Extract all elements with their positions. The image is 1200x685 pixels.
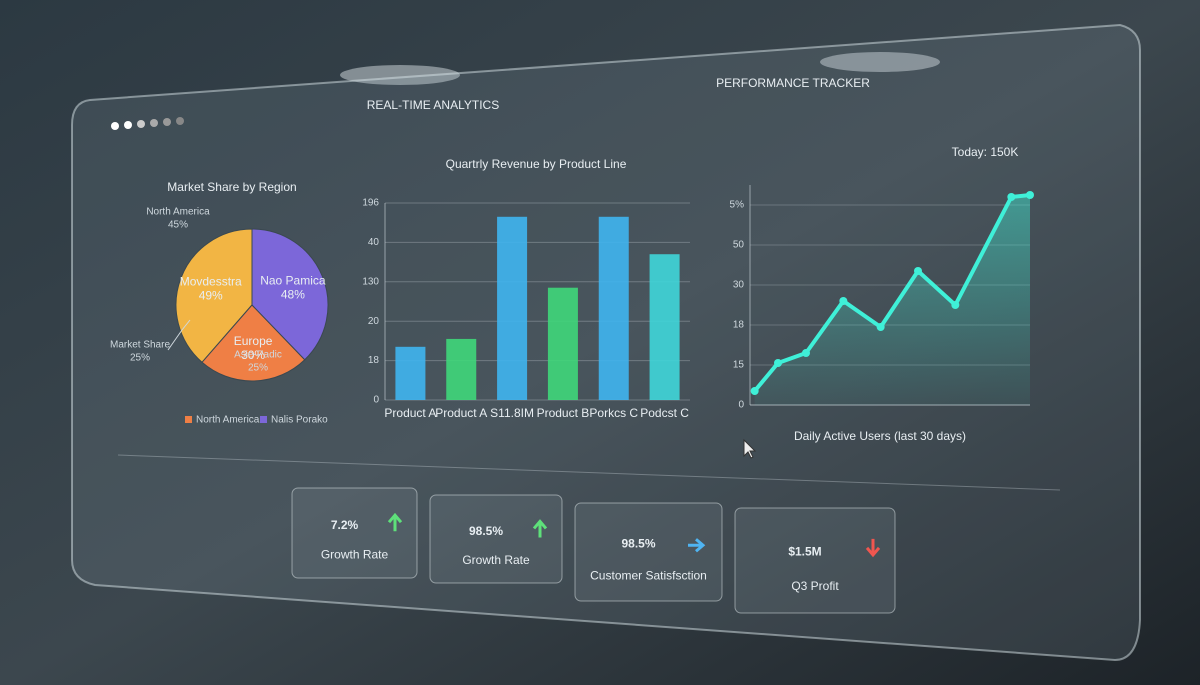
bar — [598, 216, 629, 400]
pie-slice — [201, 304, 306, 382]
slice-value: 30% — [241, 348, 265, 362]
header-right: PERFORMANCE TRACKER — [716, 76, 870, 90]
y-tick-label: 18 — [733, 320, 745, 331]
x-tick-label: Porkcs C — [589, 406, 638, 420]
kpi-card — [429, 494, 563, 584]
pie-annotation: 25% — [248, 363, 268, 374]
x-tick-label: Product A — [384, 406, 436, 420]
pie-annotation: North America — [146, 207, 210, 218]
kpi-value: 7.2% — [331, 518, 359, 532]
y-tick-label: 30 — [733, 280, 745, 291]
ceiling-light — [820, 52, 940, 72]
y-tick-label: 20 — [368, 316, 380, 327]
line-point — [774, 359, 782, 367]
kpi-value: $1.5M — [788, 544, 821, 558]
kpi-value: 98.5% — [621, 536, 655, 550]
pie-annotation: Market Share — [110, 340, 170, 351]
slice-value: 49% — [199, 289, 223, 303]
slice-label: Movdesstra — [180, 275, 242, 289]
kpi-trend-arrow — [387, 512, 403, 532]
line-point — [876, 323, 885, 331]
line-annotation: Today: 150K — [952, 145, 1019, 159]
legend-label: Nalis Porako — [271, 415, 328, 426]
line-point — [802, 349, 810, 357]
pie-slice — [251, 228, 329, 361]
divider — [117, 454, 1061, 491]
kpi-trend-arrow — [532, 519, 548, 538]
bar — [395, 346, 426, 400]
kpi-label: Growth Rate — [462, 553, 530, 567]
y-tick-label: 15 — [733, 360, 745, 371]
header-left: REAL-TIME ANALYTICS — [367, 98, 499, 112]
chart-title: Market Share by Region — [167, 180, 296, 194]
line-point — [914, 267, 922, 275]
pie-annotation: 25% — [130, 353, 150, 364]
window-dots — [111, 117, 184, 130]
y-tick-label: 0 — [373, 395, 379, 406]
kpi-label: Growth Rate — [321, 548, 389, 562]
line-point — [951, 301, 960, 309]
y-tick-label: 5% — [730, 200, 745, 211]
pie-annotation: Asie-Padic — [234, 350, 282, 361]
y-tick-label: 18 — [368, 355, 380, 366]
y-tick-label: 0 — [738, 400, 744, 411]
line-point — [1026, 191, 1034, 199]
kpi-card — [574, 502, 723, 602]
pie-slice — [175, 228, 253, 363]
chart-title: Quartrly Revenue by Product Line — [446, 157, 627, 171]
bar — [497, 216, 528, 400]
legend-swatch — [260, 416, 267, 423]
kpi-card — [734, 507, 896, 614]
x-tick-label: Product A — [435, 406, 487, 420]
cursor — [743, 438, 757, 459]
y-tick-label: 130 — [362, 276, 379, 287]
kpi-trend-arrow — [688, 538, 706, 553]
bar — [649, 254, 680, 400]
line-point — [750, 387, 759, 395]
legend-label: North America — [196, 415, 260, 426]
kpi-label: Q3 Profit — [791, 579, 839, 593]
kpi-value: 98.5% — [469, 524, 503, 538]
line-point — [1007, 193, 1016, 201]
slice-label: Europe — [234, 334, 273, 348]
kpi-label: Customer Satisfsction — [590, 569, 707, 583]
y-tick-label: 196 — [362, 198, 379, 209]
y-tick-label: 50 — [733, 240, 745, 251]
line-point — [839, 297, 848, 305]
annotation-leader — [167, 319, 191, 351]
kpi-card — [291, 487, 418, 579]
bar — [547, 287, 578, 400]
bar — [446, 338, 477, 400]
kpi-trend-arrow — [865, 538, 881, 558]
x-tick-label: Product B — [537, 406, 590, 420]
x-tick-label: Podcst C — [640, 406, 689, 420]
slice-label: Nao Pamica — [260, 274, 326, 288]
line-area — [754, 195, 1030, 405]
pie-annotation: 45% — [168, 220, 188, 231]
x-tick-label: S11.8IM — [490, 406, 534, 420]
x-axis-label: Daily Active Users (last 30 days) — [794, 429, 966, 443]
legend-swatch — [185, 416, 192, 423]
y-tick-label: 40 — [368, 237, 380, 248]
slice-value: 48% — [281, 288, 305, 302]
